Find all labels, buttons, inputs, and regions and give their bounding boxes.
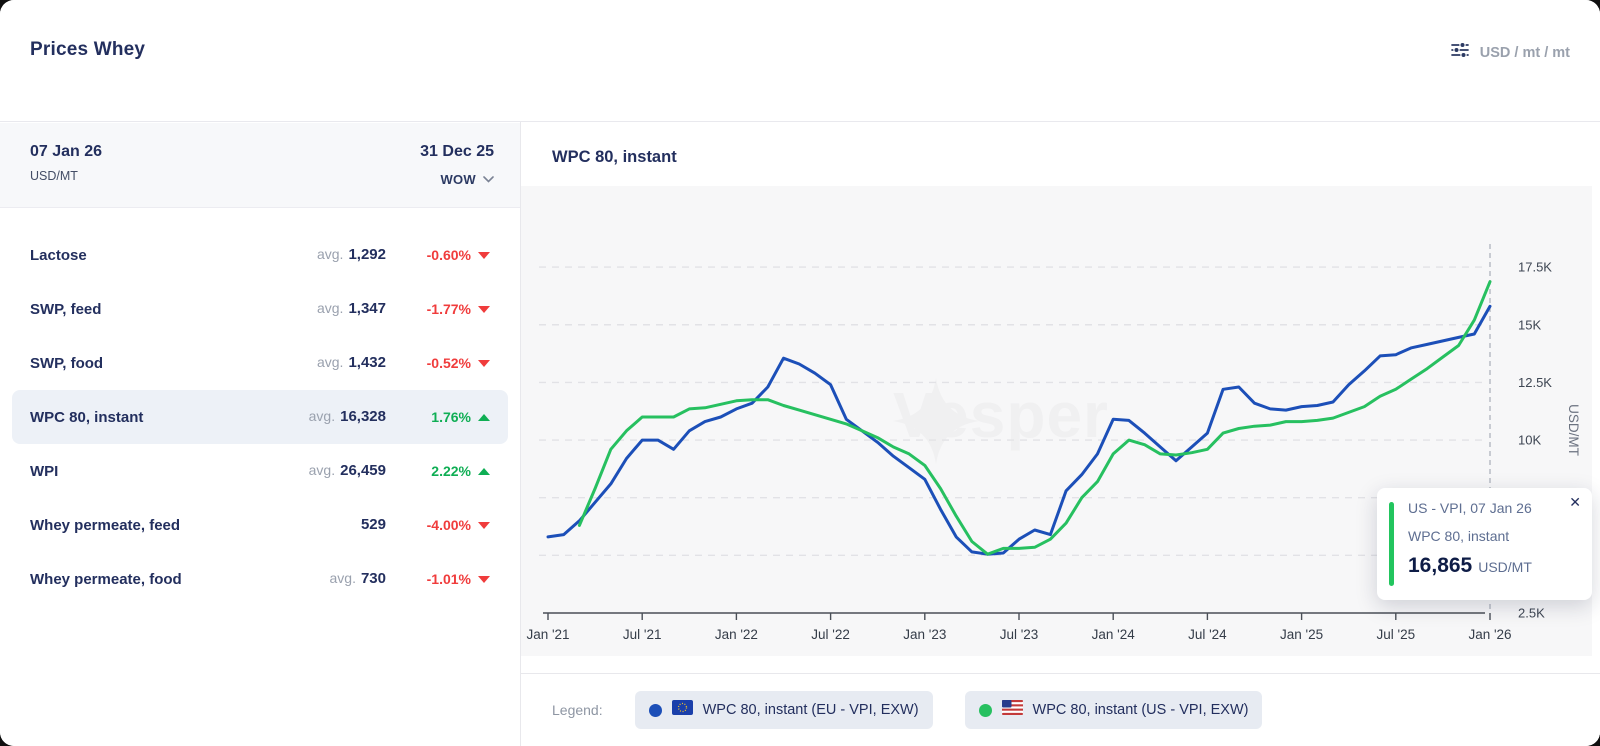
product-name: Lactose	[30, 246, 87, 264]
product-row[interactable]: WPC 80, instant avg. 16,328 1.76%	[12, 390, 508, 444]
legend-chip-us[interactable]: WPC 80, instant (US - VPI, EXW)	[964, 691, 1263, 729]
product-avg-value: 529	[360, 516, 386, 533]
y-axis-tick-label: 17.5K	[1518, 260, 1552, 275]
product-name: Whey permeate, food	[30, 570, 182, 588]
unit-selector-button[interactable]: USD / mt / mt	[1450, 40, 1570, 65]
triangle-up-icon	[478, 413, 490, 421]
product-name: WPI	[30, 462, 59, 480]
tooltip-unit: USD/MT	[1478, 559, 1532, 575]
sidebar-unit: USD/MT	[30, 169, 78, 183]
product-row[interactable]: Whey permeate, food avg. 730 -1.01%	[12, 552, 508, 606]
triangle-down-icon	[478, 521, 490, 529]
y-axis-title: USD/MT	[1566, 404, 1581, 456]
close-icon[interactable]: ✕	[1569, 494, 1581, 510]
y-axis-tick-label: 12.5K	[1518, 375, 1552, 390]
period-dropdown[interactable]: WOW	[440, 170, 494, 188]
product-change: 1.76%	[386, 409, 490, 425]
eu-series-dot	[648, 703, 662, 717]
chart-panel: WPC 80, instant Vesper 17.5K15K12.5K10K7…	[521, 122, 1600, 746]
triangle-up-icon	[478, 467, 490, 475]
x-axis-tick-label: Jul '24	[1188, 627, 1227, 642]
product-change: -1.01%	[386, 571, 490, 587]
product-row[interactable]: Whey permeate, feed 529 -4.00%	[12, 498, 508, 552]
page-title: Prices Whey	[30, 39, 146, 60]
x-axis-tick-label: Jan '22	[715, 627, 758, 642]
tooltip-accent-bar	[1389, 502, 1394, 586]
legend-us-label: WPC 80, instant (US - VPI, EXW)	[1032, 702, 1249, 718]
product-change: -0.52%	[386, 355, 490, 371]
chevron-down-icon	[483, 170, 494, 188]
product-avg-value: avg. 1,292	[316, 246, 386, 263]
chart-tooltip: US - VPI, 07 Jan 26 WPC 80, instant 16,8…	[1377, 488, 1592, 600]
legend-band: Legend: WPC 80, instant (EU - VPI, EXW)	[521, 673, 1600, 746]
tooltip-value: 16,865	[1408, 554, 1473, 577]
product-list: Lactose avg. 1,292 -0.60% SWP, feed avg. 1,347…	[0, 228, 520, 606]
x-axis-tick-label: Jul '25	[1376, 627, 1415, 642]
product-row[interactable]: SWP, food avg. 1,432 -0.52%	[12, 336, 508, 390]
product-avg-value: avg. 26,459	[308, 462, 386, 479]
x-axis-tick-label: Jan '23	[903, 627, 946, 642]
comparison-date: 31 Dec 25	[420, 143, 494, 160]
triangle-down-icon	[478, 305, 490, 313]
x-axis-tick-label: Jan '21	[526, 627, 569, 642]
filter-icon	[1450, 40, 1470, 65]
chart-title: WPC 80, instant	[552, 148, 677, 166]
product-name: Whey permeate, feed	[30, 516, 181, 534]
page-header: Prices Whey USD / mt / mt	[0, 0, 1600, 122]
product-row[interactable]: WPI avg. 26,459 2.22%	[12, 444, 508, 498]
us-flag-icon	[1001, 700, 1023, 720]
product-change: -4.00%	[386, 517, 490, 533]
period-dropdown-label: WOW	[440, 171, 476, 187]
product-change: 2.22%	[386, 463, 490, 479]
x-axis-tick-label: Jan '25	[1280, 627, 1323, 642]
product-avg-value: avg. 16,328	[308, 408, 386, 425]
product-name: SWP, food	[30, 354, 104, 372]
eu-series-line	[546, 304, 1492, 556]
product-avg-value: avg. 1,347	[316, 300, 386, 317]
product-avg-value: avg. 730	[329, 570, 387, 587]
product-name: SWP, feed	[30, 300, 102, 318]
triangle-down-icon	[478, 251, 490, 259]
us-series-dot	[978, 703, 992, 717]
product-name: WPC 80, instant	[30, 408, 144, 426]
tooltip-product: WPC 80, instant	[1408, 528, 1510, 544]
eu-flag-icon	[671, 700, 693, 720]
x-axis-tick-label: Jul '23	[1000, 627, 1039, 642]
triangle-down-icon	[478, 359, 490, 367]
us-series-line	[577, 280, 1492, 556]
product-change: -1.77%	[386, 301, 490, 317]
unit-selector-label: USD / mt / mt	[1479, 44, 1570, 61]
x-axis-tick-label: Jul '21	[623, 627, 662, 642]
product-change: -0.60%	[386, 247, 490, 263]
sidebar-header: 07 Jan 26 USD/MT 31 Dec 25 WOW	[0, 123, 520, 208]
y-axis-tick-label: 2.5K	[1518, 606, 1545, 621]
current-date: 07 Jan 26	[30, 143, 103, 160]
x-axis-tick-label: Jul '22	[811, 627, 850, 642]
legend-label: Legend:	[552, 702, 603, 718]
tooltip-value-row: 16,865 USD/MT	[1408, 554, 1532, 578]
tooltip-series-date: US - VPI, 07 Jan 26	[1408, 500, 1532, 516]
x-axis-tick-label: Jan '26	[1468, 627, 1511, 642]
product-row[interactable]: Lactose avg. 1,292 -0.60%	[12, 228, 508, 282]
product-sidebar: 07 Jan 26 USD/MT 31 Dec 25 WOW Lactose av…	[0, 122, 521, 746]
legend-eu-label: WPC 80, instant (EU - VPI, EXW)	[702, 702, 919, 718]
triangle-down-icon	[478, 575, 490, 583]
product-avg-value: avg. 1,432	[316, 354, 386, 371]
x-axis-tick-label: Jan '24	[1092, 627, 1136, 642]
legend-chip-eu[interactable]: WPC 80, instant (EU - VPI, EXW)	[634, 691, 933, 729]
product-row[interactable]: SWP, feed avg. 1,347 -1.77%	[12, 282, 508, 336]
y-axis-tick-label: 10K	[1518, 433, 1541, 448]
y-axis-tick-label: 15K	[1518, 317, 1541, 332]
